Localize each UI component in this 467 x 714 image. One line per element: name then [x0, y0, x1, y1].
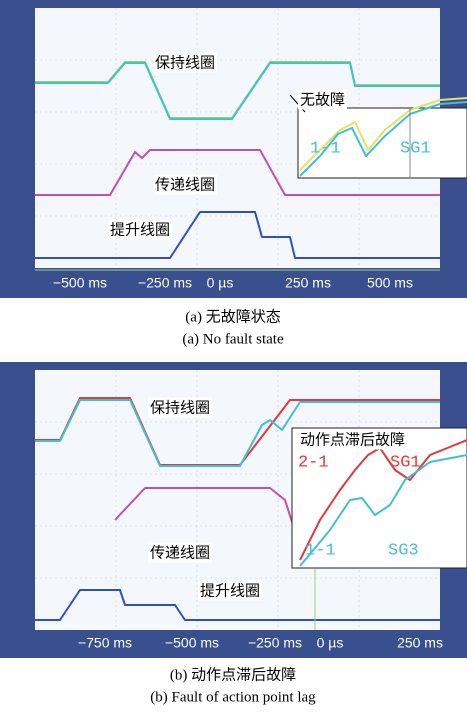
caption: (b) Fault of action point lag — [150, 689, 316, 705]
inset-text: 2-1 — [298, 453, 329, 472]
inset-text: SG3 — [388, 541, 419, 560]
time-tick: 0 µs — [317, 635, 344, 651]
time-tick: −500 ms — [53, 275, 107, 291]
time-tick: 500 ms — [367, 275, 413, 291]
trace-label: 传递线圈 — [150, 544, 210, 562]
figure: 1-1 SG1 保持线圈 传递线圈 提升线圈 无故障 −500 ms −250 … — [0, 0, 467, 714]
time-tick: −250 ms — [248, 635, 302, 651]
trace-label: 传递线圈 — [155, 176, 215, 194]
trace-label: 提升线圈 — [110, 221, 170, 239]
caption: (a) No fault state — [182, 331, 284, 347]
inset-text: 1-1 — [310, 139, 341, 158]
caption: (b) 动作点滞后故障 — [170, 665, 296, 683]
inset-text: SG1 — [390, 453, 421, 472]
time-tick: 250 ms — [397, 635, 443, 651]
panel-b: 2-1 SG1 1-1 SG3 保持线圈 传递线圈 提升线圈 动作点滞后故障 −… — [0, 362, 467, 705]
caption: (a) 无故障状态 — [185, 307, 280, 325]
inset-text: 1-1 — [305, 541, 336, 560]
inset-label: 动作点滞后故障 — [300, 431, 405, 449]
panel-a: 1-1 SG1 保持线圈 传递线圈 提升线圈 无故障 −500 ms −250 … — [0, 0, 467, 347]
inset-label: 无故障 — [300, 91, 345, 109]
time-tick: −500 ms — [165, 635, 219, 651]
time-tick: 0 µs — [207, 275, 234, 291]
time-tick: 250 ms — [285, 275, 331, 291]
time-tick: −250 ms — [138, 275, 192, 291]
trace-label: 保持线圈 — [150, 399, 210, 417]
inset-text: SG1 — [400, 139, 431, 158]
trace-label: 保持线圈 — [155, 54, 215, 72]
trace-label: 提升线圈 — [200, 582, 260, 600]
time-tick: −750 ms — [78, 635, 132, 651]
